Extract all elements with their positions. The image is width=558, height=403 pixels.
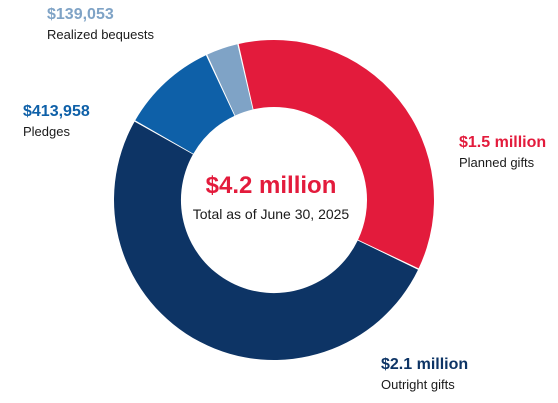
label-outright-gifts: $2.1 million Outright gifts bbox=[381, 356, 468, 393]
slice-outright bbox=[114, 121, 419, 360]
slice-planned bbox=[238, 40, 434, 269]
donut-center-summary: $4.2 million Total as of June 30, 2025 bbox=[173, 172, 369, 223]
slice-value-label: $413,958 bbox=[23, 103, 90, 120]
slice-bequests bbox=[207, 44, 253, 116]
slice-value-label: $1.5 million bbox=[459, 134, 547, 151]
slice-value-label: $139,053 bbox=[47, 6, 114, 23]
donut-slices bbox=[114, 40, 434, 360]
label-realized-bequests: $139,053 Realized bequests bbox=[47, 6, 154, 43]
label-planned-gifts: $1.5 million Planned gifts bbox=[459, 134, 546, 171]
total-value: $4.2 million bbox=[205, 172, 337, 199]
slice-value-label: $2.1 million bbox=[381, 356, 469, 373]
slice-category-label: Outright gifts bbox=[381, 377, 455, 392]
slice-category-label: Pledges bbox=[23, 124, 70, 139]
slice-category-label: Realized bequests bbox=[47, 27, 154, 42]
slice-category-label: Planned gifts bbox=[459, 155, 535, 170]
label-pledges: $413,958 Pledges bbox=[23, 103, 90, 140]
total-caption: Total as of June 30, 2025 bbox=[192, 206, 350, 222]
slice-pledges bbox=[135, 55, 235, 154]
